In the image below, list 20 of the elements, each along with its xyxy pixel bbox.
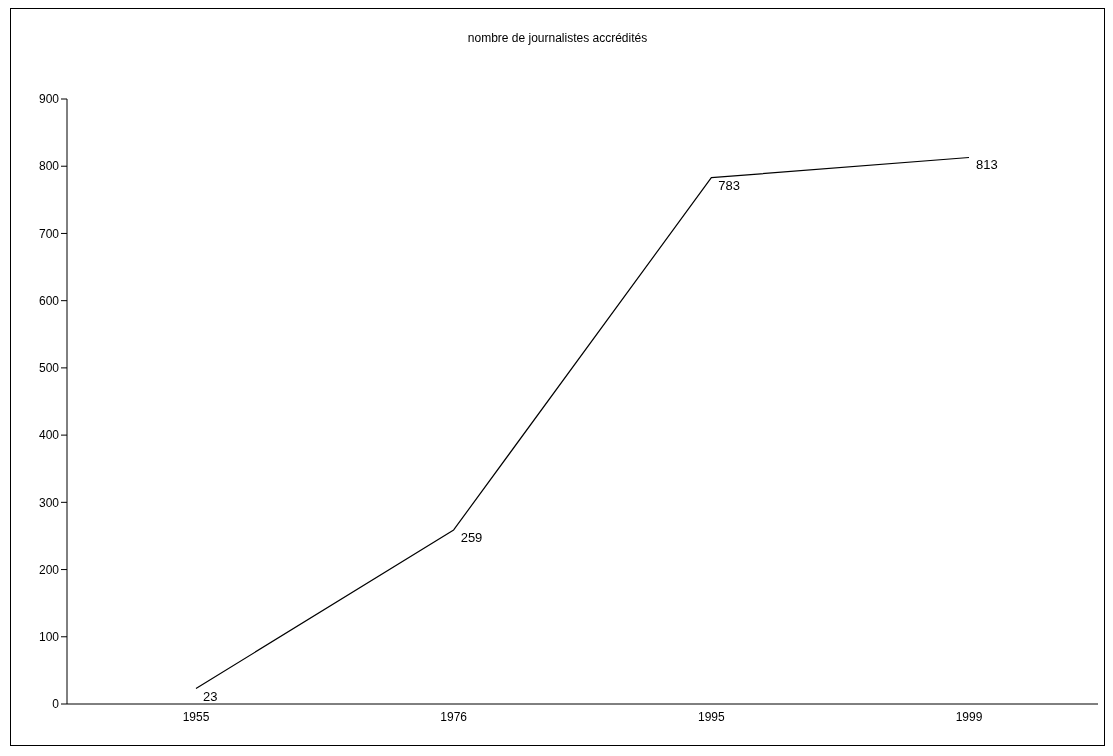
- y-tick-label: 300: [38, 495, 60, 510]
- data-label: 259: [460, 529, 483, 545]
- x-tick-label: 1976: [440, 709, 468, 724]
- x-tick-label: 1995: [697, 709, 725, 724]
- line-series: [195, 156, 970, 690]
- data-label: 23: [203, 688, 218, 704]
- y-tick-label: 800: [38, 159, 60, 174]
- y-tick-label: 400: [38, 428, 60, 443]
- x-tick-label: 1999: [955, 709, 983, 724]
- y-tick-label: 0: [52, 697, 60, 712]
- y-tick-label: 500: [38, 361, 60, 376]
- y-tick-label: 600: [38, 293, 60, 308]
- data-label: 813: [976, 157, 998, 173]
- x-tick-label: 1955: [182, 709, 210, 724]
- y-tick-label: 200: [38, 562, 60, 577]
- chart-title: nombre de journalistes accrédités: [466, 31, 649, 45]
- y-tick-label: 100: [38, 630, 60, 645]
- y-tick-label: 900: [38, 92, 60, 107]
- data-label: 783: [718, 177, 741, 193]
- y-tick-label: 700: [38, 226, 60, 241]
